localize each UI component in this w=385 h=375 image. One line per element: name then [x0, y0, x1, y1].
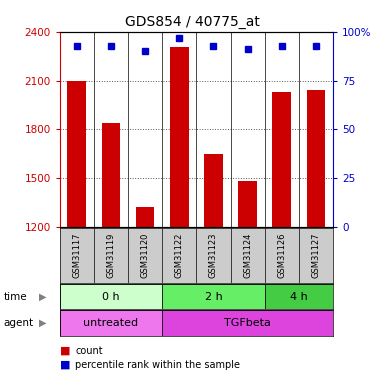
Text: GSM31122: GSM31122 [175, 232, 184, 278]
Text: ■: ■ [60, 360, 70, 369]
Text: 2 h: 2 h [204, 292, 222, 302]
Bar [170, 46, 189, 227]
Text: GSM31123: GSM31123 [209, 232, 218, 278]
Text: GDS854 / 40775_at: GDS854 / 40775_at [125, 15, 260, 29]
Text: ■: ■ [60, 346, 70, 355]
Bar [136, 207, 154, 227]
Text: ▶: ▶ [38, 318, 46, 328]
Bar [204, 154, 223, 227]
Text: 0 h: 0 h [102, 292, 120, 302]
Bar [162, 310, 333, 336]
Bar [264, 284, 333, 309]
Text: time: time [4, 292, 27, 302]
Bar [238, 182, 257, 227]
Text: percentile rank within the sample: percentile rank within the sample [75, 360, 240, 369]
Bar [60, 284, 162, 309]
Bar [272, 92, 291, 227]
Bar [60, 310, 162, 336]
Text: untreated: untreated [84, 318, 139, 328]
Bar [306, 90, 325, 227]
Text: GSM31119: GSM31119 [106, 232, 115, 278]
Text: GSM31126: GSM31126 [277, 232, 286, 278]
Text: GSM31124: GSM31124 [243, 232, 252, 278]
Text: count: count [75, 346, 103, 355]
Text: GSM31117: GSM31117 [72, 232, 81, 278]
Text: GSM31120: GSM31120 [141, 232, 150, 278]
Text: agent: agent [4, 318, 34, 328]
Text: ▶: ▶ [38, 292, 46, 302]
Bar [102, 123, 121, 227]
Text: GSM31127: GSM31127 [311, 232, 320, 278]
Bar [162, 284, 265, 309]
Bar [67, 81, 86, 227]
Text: TGFbeta: TGFbeta [224, 318, 271, 328]
Text: 4 h: 4 h [290, 292, 308, 302]
